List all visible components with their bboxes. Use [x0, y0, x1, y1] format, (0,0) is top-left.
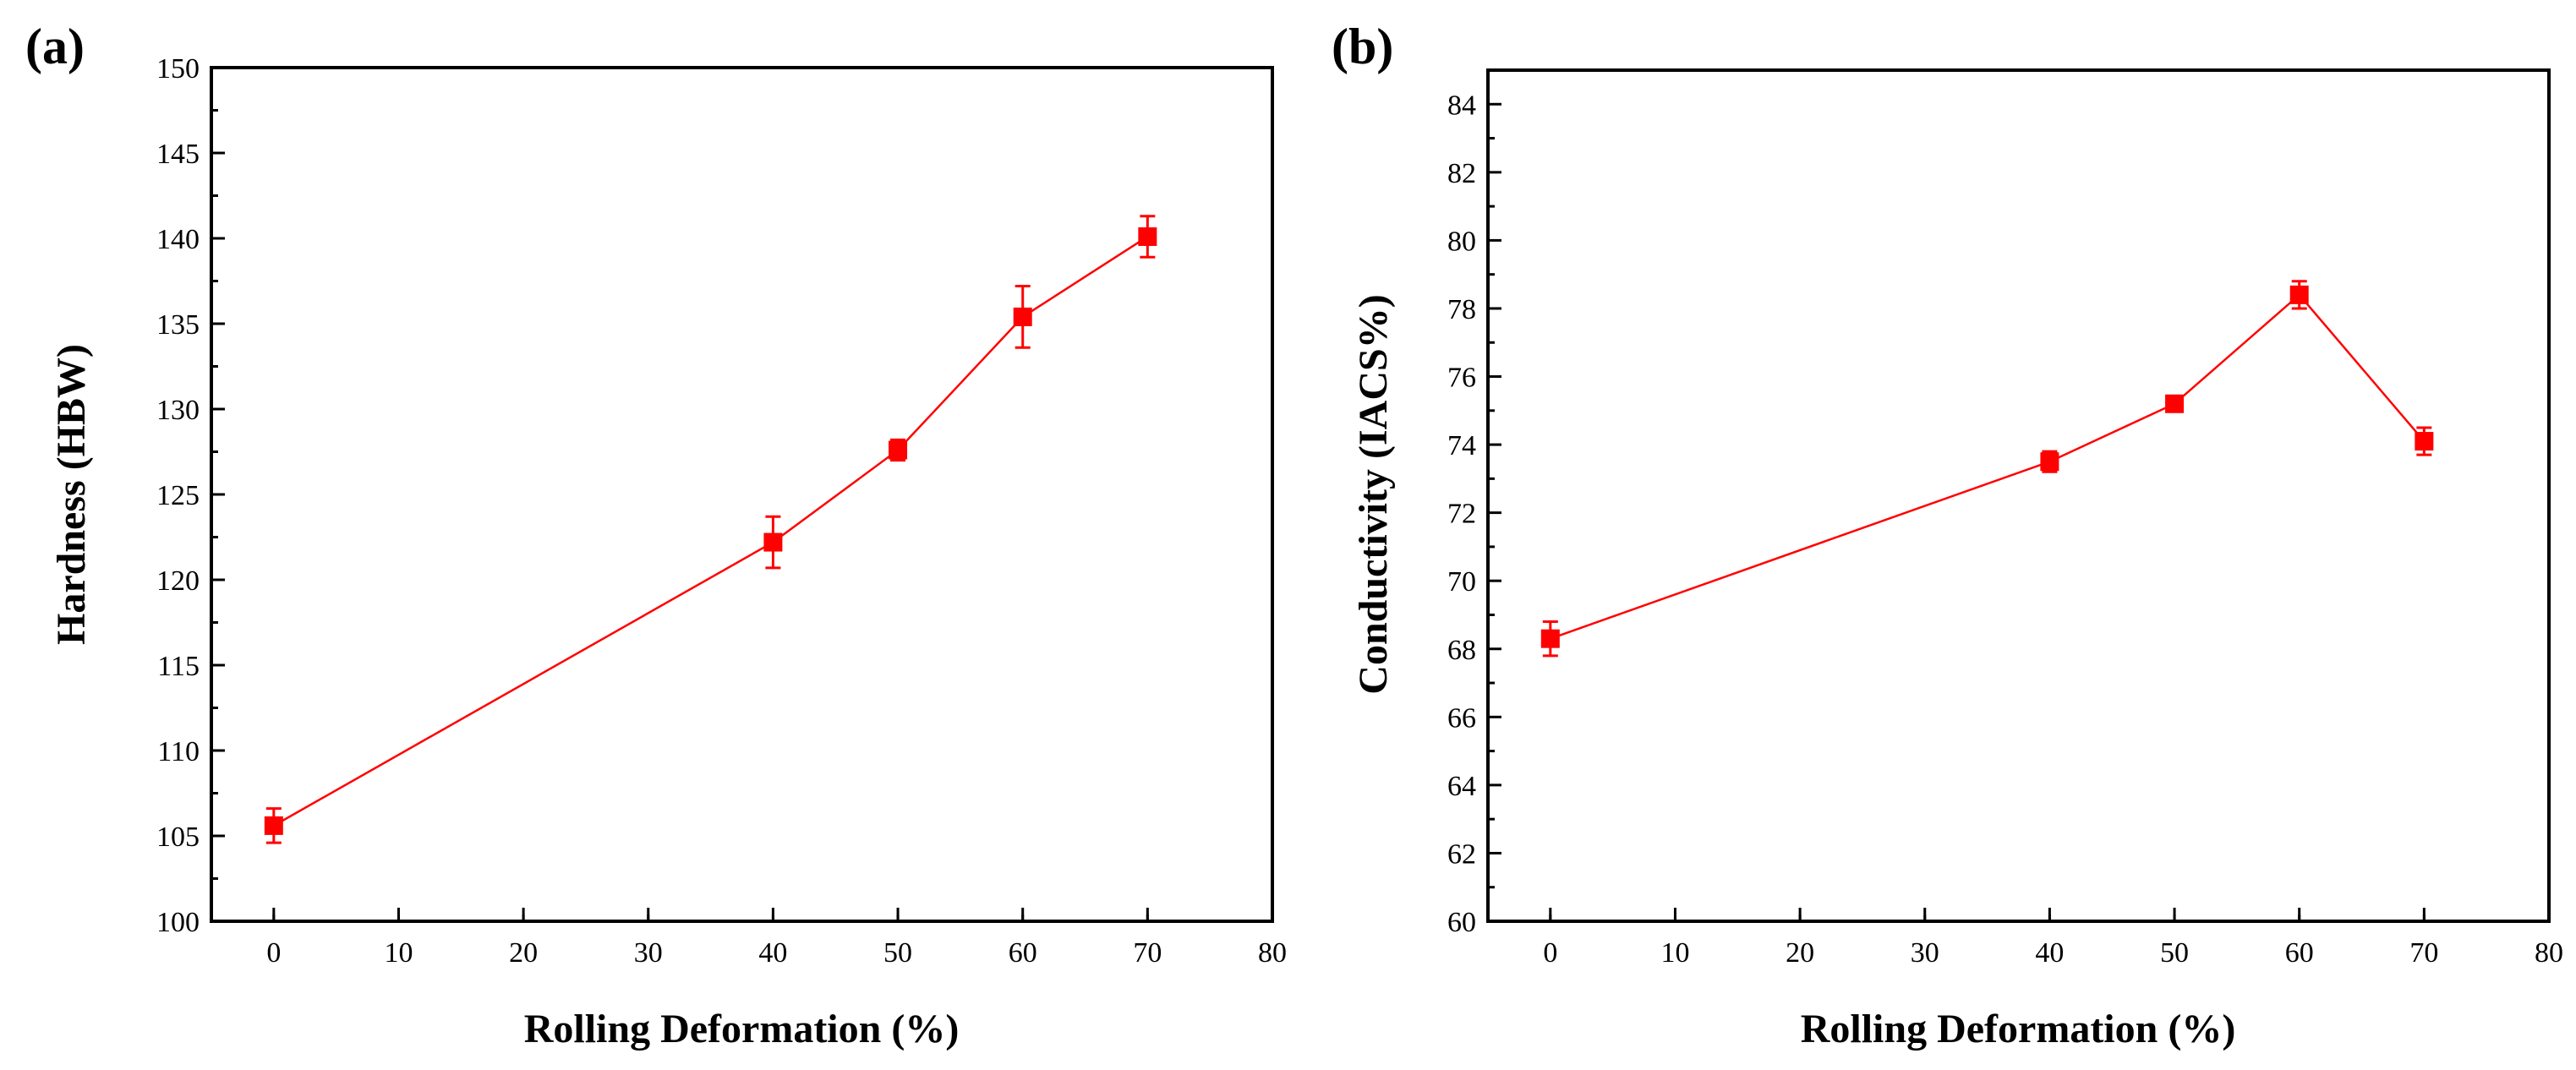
data-point-b-70	[2415, 432, 2434, 451]
x-tick-label-b-70: 70	[2409, 937, 2438, 969]
y-tick-label-b-70: 70	[1447, 566, 1476, 598]
x-tick-label-a-70: 70	[1133, 937, 1162, 969]
panel-label-b: (b)	[1332, 19, 1393, 74]
x-axis-label-b: Rolling Deformation (%)	[1801, 1007, 2236, 1051]
series-line-b	[1550, 293, 2426, 640]
x-tick-label-b-80: 80	[2535, 937, 2563, 969]
chart-panel-a: (a) Rolling Deformation (%) Hardness (HB…	[25, 19, 1287, 1051]
data-point-a-40	[763, 532, 783, 552]
plot-frame-a	[210, 66, 1274, 923]
y-tick-label-b-64: 64	[1447, 771, 1476, 802]
y-tick-label-a-120: 120	[156, 565, 200, 597]
y-tick-label-b-66: 66	[1447, 702, 1476, 734]
x-tick-label-a-20: 20	[509, 937, 538, 969]
data-point-b-50	[2165, 394, 2185, 413]
x-tick-label-a-10: 10	[384, 937, 413, 969]
y-tick-label-b-74: 74	[1447, 430, 1476, 461]
y-tick-label-b-68: 68	[1447, 635, 1476, 666]
data-point-a-0	[264, 816, 283, 835]
x-tick-label-b-30: 30	[1911, 937, 1939, 969]
y-tick-label-a-100: 100	[156, 907, 200, 938]
y-tick-label-b-72: 72	[1447, 499, 1476, 530]
y-tick-label-b-80: 80	[1447, 226, 1476, 257]
data-point-a-50	[889, 440, 908, 460]
data-point-a-70	[1138, 227, 1157, 246]
y-tick-label-b-84: 84	[1447, 90, 1476, 121]
x-tick-label-b-50: 50	[2160, 937, 2189, 969]
y-axis-label-b: Conductivity (IACS%)	[1351, 294, 1396, 694]
x-tick-label-b-10: 10	[1660, 937, 1689, 969]
y-tick-label-a-135: 135	[156, 309, 200, 341]
x-tick-label-b-60: 60	[2285, 937, 2314, 969]
x-tick-label-a-40: 40	[758, 937, 787, 969]
x-axis-label-a: Rolling Deformation (%)	[524, 1007, 960, 1051]
y-tick-label-a-105: 105	[156, 822, 200, 853]
y-axis-label-a: Hardness (HBW)	[49, 344, 94, 645]
data-point-b-40	[2040, 452, 2059, 472]
y-tick-label-a-115: 115	[157, 651, 200, 682]
y-tick-label-a-110: 110	[157, 736, 200, 767]
x-tick-label-a-60: 60	[1009, 937, 1037, 969]
x-tick-label-a-30: 30	[634, 937, 663, 969]
panel-label-a: (a)	[25, 19, 85, 74]
y-tick-label-b-82: 82	[1447, 158, 1476, 189]
y-tick-label-a-145: 145	[156, 139, 200, 170]
x-tick-label-b-20: 20	[1786, 937, 1814, 969]
y-tick-label-b-76: 76	[1447, 363, 1476, 394]
y-tick-label-a-125: 125	[156, 480, 200, 511]
data-point-b-0	[1540, 629, 1560, 648]
y-tick-label-a-130: 130	[156, 395, 200, 426]
x-tick-label-a-0: 0	[266, 937, 281, 969]
plot-frame-b	[1486, 68, 2551, 923]
y-tick-label-b-62: 62	[1447, 838, 1476, 870]
y-tick-label-b-78: 78	[1447, 294, 1476, 325]
y-tick-label-a-150: 150	[156, 53, 200, 85]
y-tick-label-b-60: 60	[1447, 907, 1476, 938]
data-point-b-60	[2289, 285, 2309, 304]
x-tick-label-b-0: 0	[1543, 937, 1557, 969]
x-tick-label-a-80: 80	[1258, 937, 1287, 969]
data-point-a-60	[1013, 307, 1032, 326]
chart-panel-b: (b) Rolling Deformation (%) Conductivity…	[1332, 19, 2563, 1051]
x-tick-label-b-40: 40	[2035, 937, 2064, 969]
y-tick-label-a-140: 140	[156, 224, 200, 255]
x-tick-label-a-50: 50	[883, 937, 912, 969]
